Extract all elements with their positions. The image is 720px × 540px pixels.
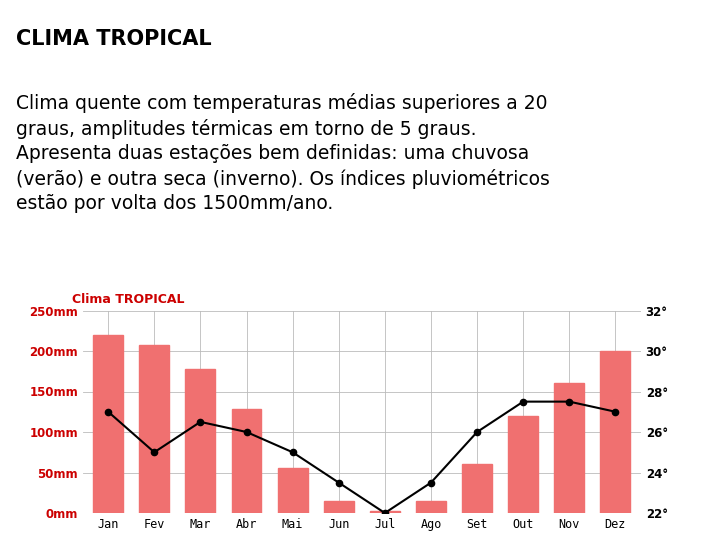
Bar	[278, 468, 307, 513]
Bar	[186, 369, 215, 513]
Bar	[462, 464, 492, 513]
Bar	[232, 409, 261, 513]
Bar	[93, 335, 123, 513]
Bar	[600, 351, 631, 513]
Text: Clima TROPICAL: Clima TROPICAL	[72, 293, 184, 306]
Bar	[416, 501, 446, 513]
Text: CLIMA TROPICAL: CLIMA TROPICAL	[16, 29, 212, 49]
Bar	[508, 416, 538, 513]
Bar	[324, 501, 354, 513]
Bar	[554, 383, 585, 513]
Bar	[370, 511, 400, 513]
Text: Clima quente com temperaturas médias superiores a 20
graus, amplitudes térmicas : Clima quente com temperaturas médias sup…	[16, 93, 549, 213]
Bar	[139, 345, 169, 513]
